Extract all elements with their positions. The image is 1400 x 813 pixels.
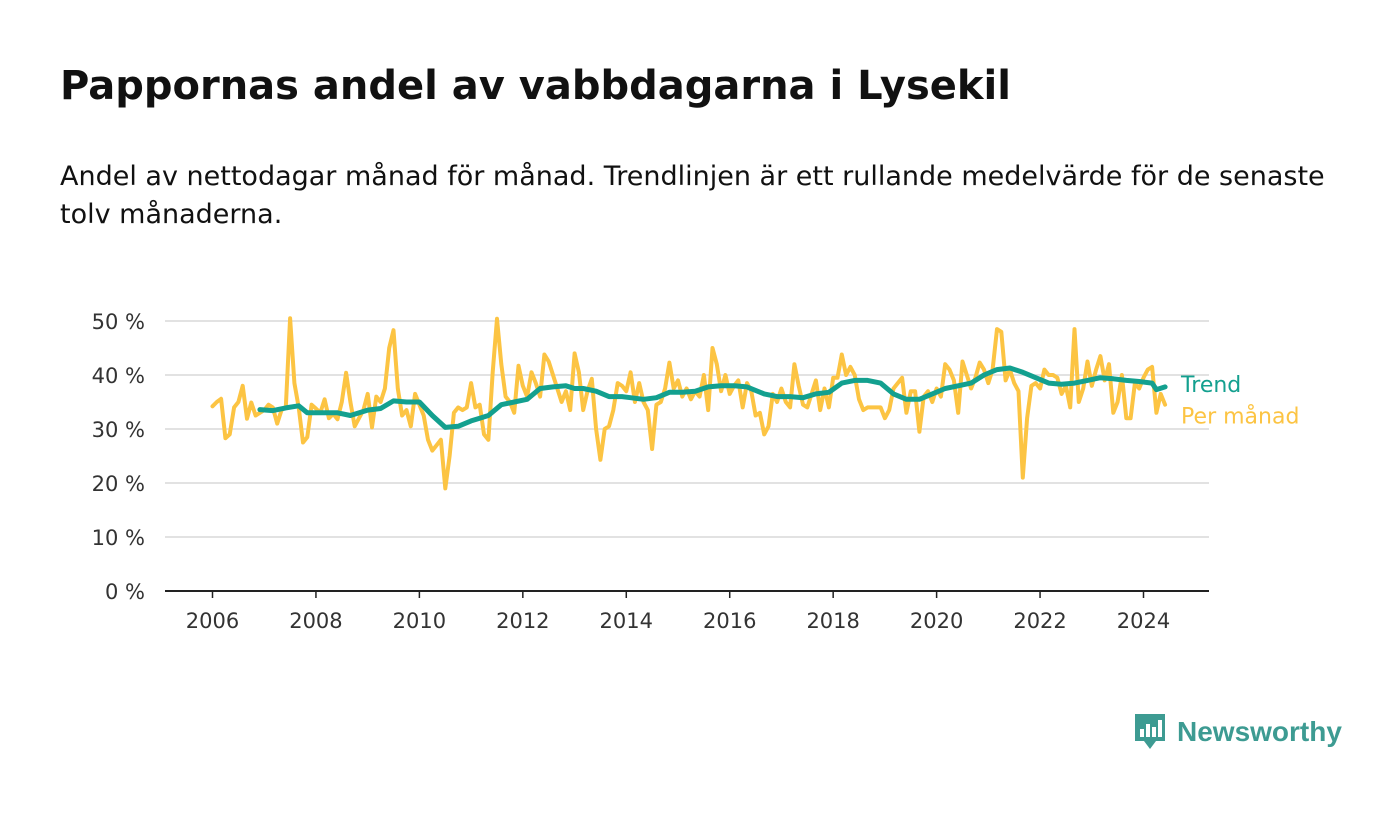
x-axis: 2006 2008 2010 2012 2014 2016 2018 2020 2022 2024 — [165, 590, 1209, 633]
x-tick-label: 2016 — [703, 609, 756, 633]
x-tick-label: 2024 — [1117, 609, 1170, 633]
x-tick-label: 2014 — [600, 609, 653, 633]
y-tick-label: 40 % — [92, 364, 145, 388]
x-tick-label: 2010 — [393, 609, 446, 633]
y-tick-label: 10 % — [92, 526, 145, 550]
x-tick-label: 2020 — [910, 609, 963, 633]
x-tick-label: 2022 — [1013, 609, 1066, 633]
x-tick-label: 2006 — [186, 609, 239, 633]
y-tick-label: 30 % — [92, 418, 145, 442]
brand-logo: Newsworthy — [1133, 712, 1342, 752]
monthly-series-label: Per månad — [1181, 404, 1299, 430]
x-tick-label: 2012 — [496, 609, 549, 633]
grid-lines — [165, 320, 1209, 538]
y-tick-label: 0 % — [105, 580, 145, 604]
y-axis-labels: 0 % 10 % 20 % 30 % 40 % 50 % — [92, 310, 145, 604]
page-subtitle: Andel av nettodagar månad för månad. Tre… — [60, 161, 1325, 230]
newsworthy-logo-icon — [1135, 714, 1165, 749]
trend-series-label: Trend — [1180, 373, 1241, 398]
monthly-series-line — [210, 316, 1168, 491]
page-title: Pappornas andel av vabbdagarna i Lysekil — [60, 63, 1011, 109]
brand-name: Newsworthy — [1177, 716, 1342, 747]
trend-series-line — [257, 365, 1168, 430]
series-lines — [210, 316, 1168, 491]
y-tick-label: 50 % — [92, 310, 145, 334]
x-tick-label: 2018 — [806, 609, 859, 633]
y-tick-label: 20 % — [92, 472, 145, 496]
x-tick-label: 2008 — [289, 609, 342, 633]
series-labels: Per månad Trend — [1180, 373, 1299, 430]
